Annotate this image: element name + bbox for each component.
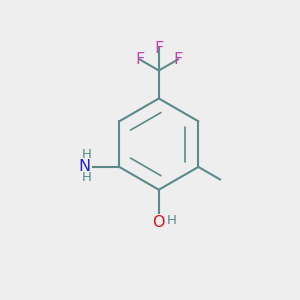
Text: F: F: [135, 52, 144, 67]
Text: O: O: [153, 215, 165, 230]
Text: F: F: [154, 41, 164, 56]
Text: F: F: [173, 52, 183, 67]
Text: N: N: [78, 158, 91, 173]
Text: H: H: [167, 214, 177, 227]
Text: H: H: [82, 171, 92, 184]
Text: H: H: [82, 148, 92, 161]
